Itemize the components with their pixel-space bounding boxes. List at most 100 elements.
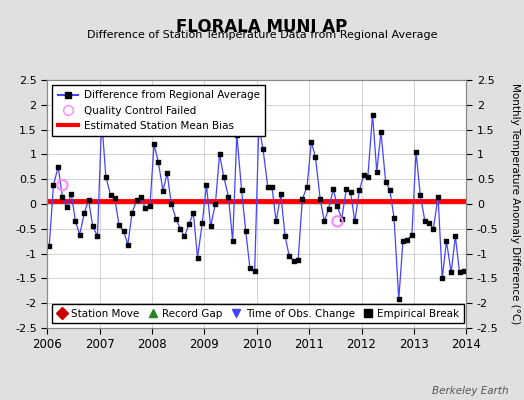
Point	[215, 151, 224, 158]
Point	[228, 238, 237, 244]
Point	[58, 182, 67, 188]
Point	[395, 296, 403, 302]
Point	[93, 233, 102, 240]
Point	[102, 174, 110, 180]
Point	[202, 182, 211, 188]
Point	[342, 186, 351, 192]
Point	[124, 242, 132, 248]
Point	[128, 210, 136, 216]
Point	[429, 226, 438, 232]
Point	[421, 218, 429, 224]
Point	[150, 141, 158, 148]
Point	[115, 222, 123, 228]
Point	[45, 243, 53, 249]
Point	[255, 122, 263, 128]
Point	[333, 203, 342, 210]
Point	[294, 256, 302, 263]
Point	[368, 112, 377, 118]
Point	[399, 238, 407, 244]
Point	[180, 233, 189, 240]
Point	[307, 139, 315, 145]
Point	[355, 187, 364, 193]
Point	[119, 228, 128, 234]
Point	[290, 258, 298, 264]
Point	[154, 159, 162, 165]
Point	[185, 221, 193, 227]
Point	[167, 201, 176, 207]
Point	[49, 182, 58, 188]
Point	[137, 193, 145, 200]
Point	[460, 268, 468, 274]
Point	[359, 172, 368, 178]
Point	[346, 188, 355, 195]
Point	[89, 223, 97, 230]
Point	[133, 197, 141, 203]
Point	[172, 216, 180, 222]
Point	[333, 218, 342, 224]
Point	[75, 232, 84, 238]
Point	[381, 178, 390, 185]
Point	[442, 238, 451, 244]
Point	[455, 269, 464, 276]
Text: FLORALA MUNI AP: FLORALA MUNI AP	[177, 18, 347, 36]
Point	[320, 218, 329, 224]
Point	[146, 203, 154, 210]
Legend: Station Move, Record Gap, Time of Obs. Change, Empirical Break: Station Move, Record Gap, Time of Obs. C…	[52, 304, 464, 323]
Point	[451, 233, 460, 240]
Point	[324, 206, 333, 212]
Text: Berkeley Earth: Berkeley Earth	[432, 386, 508, 396]
Point	[268, 184, 276, 190]
Point	[298, 196, 307, 202]
Point	[303, 184, 311, 190]
Point	[198, 220, 206, 226]
Point	[438, 275, 446, 282]
Point	[373, 168, 381, 175]
Text: Difference of Station Temperature Data from Regional Average: Difference of Station Temperature Data f…	[87, 30, 437, 40]
Point	[176, 226, 184, 232]
Point	[189, 210, 198, 216]
Point	[111, 195, 119, 201]
Point	[141, 205, 149, 211]
Point	[159, 188, 167, 194]
Point	[311, 154, 320, 160]
Point	[80, 210, 89, 216]
Point	[67, 190, 75, 197]
Point	[106, 192, 115, 198]
Point	[62, 204, 71, 211]
Point	[211, 201, 220, 207]
Point	[285, 253, 293, 259]
Point	[224, 193, 233, 200]
Point	[351, 218, 359, 224]
Point	[206, 223, 215, 230]
Point	[337, 216, 346, 222]
Point	[434, 193, 442, 200]
Point	[377, 129, 385, 135]
Point	[84, 197, 93, 203]
Point	[264, 184, 272, 190]
Point	[329, 186, 337, 192]
Point	[237, 187, 246, 193]
Point	[408, 232, 416, 238]
Point	[316, 196, 324, 202]
Y-axis label: Monthly Temperature Anomaly Difference (°C): Monthly Temperature Anomaly Difference (…	[510, 83, 520, 325]
Point	[281, 233, 289, 240]
Point	[58, 193, 67, 200]
Point	[425, 220, 433, 226]
Point	[97, 116, 106, 123]
Point	[364, 174, 372, 180]
Point	[242, 228, 250, 234]
Point	[403, 236, 411, 243]
Point	[416, 192, 424, 198]
Point	[412, 149, 420, 155]
Point	[233, 131, 241, 138]
Point	[390, 215, 398, 221]
Point	[272, 218, 280, 224]
Point	[277, 191, 285, 197]
Point	[386, 187, 394, 193]
Point	[259, 146, 267, 153]
Point	[447, 269, 455, 276]
Point	[220, 174, 228, 180]
Point	[250, 268, 259, 274]
Point	[71, 218, 80, 224]
Point	[246, 265, 254, 272]
